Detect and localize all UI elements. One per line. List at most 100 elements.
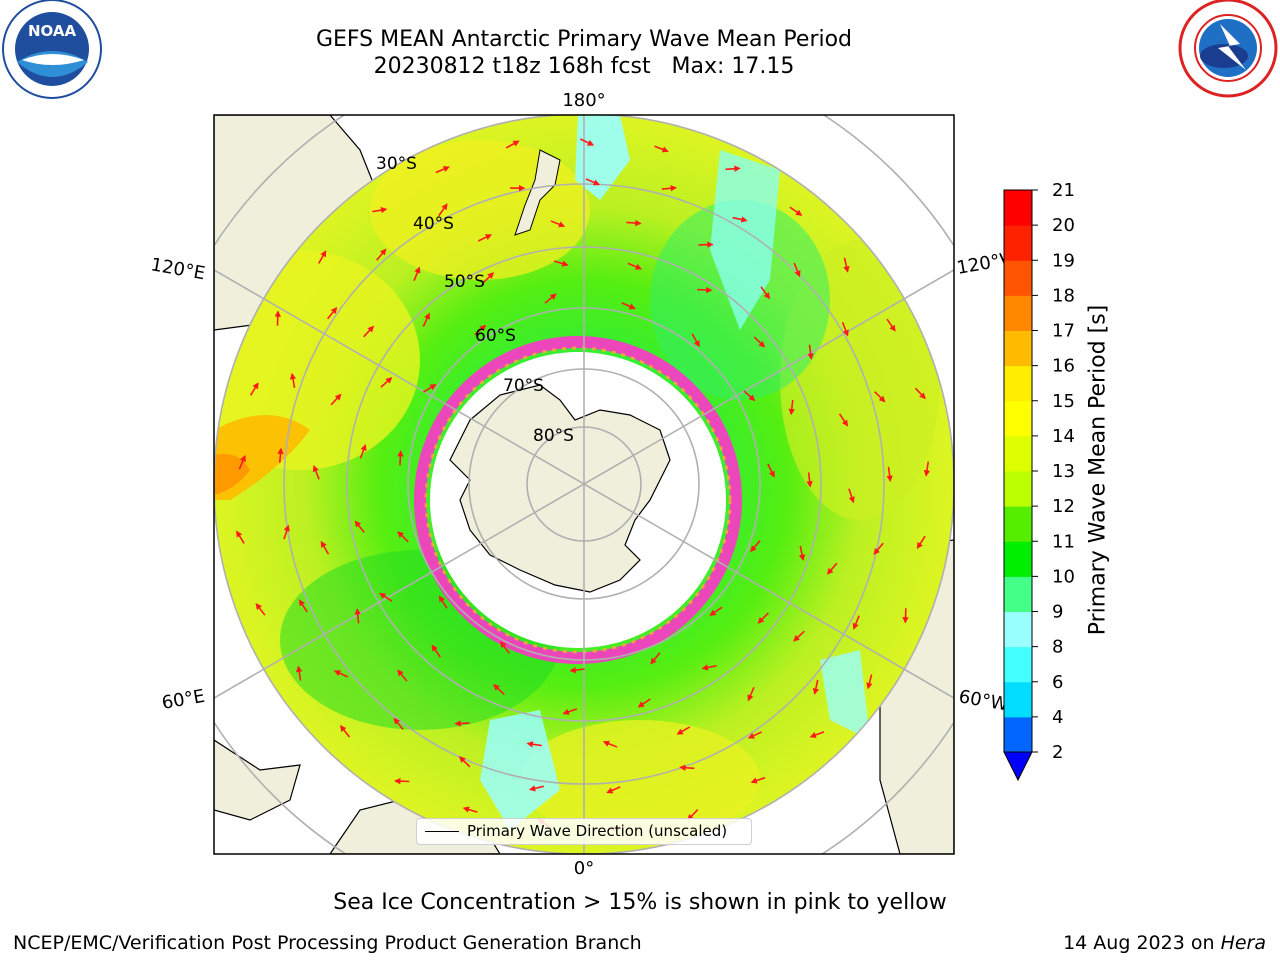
wave-arrow: [843, 257, 850, 273]
wave-arrow: [923, 461, 931, 477]
lon-label-0: 0°: [574, 858, 594, 879]
lon-label-120e: 120°E: [149, 254, 207, 284]
wave-arrow: [701, 664, 717, 671]
wave-arrow: [606, 786, 621, 794]
wave-arrow: [438, 595, 448, 609]
colorbar-segment: [1004, 295, 1032, 331]
wave-arrow: [354, 520, 365, 533]
wave-arrow: [422, 312, 430, 327]
wave-arrow: [626, 219, 642, 227]
lat-label-70s: 70°S: [503, 376, 544, 396]
wave-arrow: [379, 592, 393, 602]
wave-arrow: [431, 644, 441, 658]
wave-arrow: [249, 382, 259, 396]
wave-arrow: [732, 216, 748, 223]
wave-arrow: [691, 333, 700, 348]
colorbar-tick-label: 8: [1052, 637, 1063, 658]
wave-arrow: [363, 325, 375, 338]
colorbar-tick-label: 14: [1052, 426, 1075, 447]
wave-arrow: [654, 145, 669, 153]
wave-arrow: [423, 384, 437, 393]
colorbar-segment: [1004, 190, 1032, 226]
wave-arrow: [438, 203, 448, 217]
wave-arrow: [650, 652, 661, 665]
wave-arrow: [750, 540, 761, 553]
wave-arrow: [812, 679, 819, 695]
lat-label-80s: 80°S: [533, 426, 574, 446]
wave-arrow: [806, 472, 813, 488]
wave-arrow: [826, 562, 838, 575]
colorbar-segment: [1004, 541, 1032, 577]
wave-arrow: [725, 165, 741, 172]
wave-arrow: [637, 698, 651, 708]
chart-title: GEFS MEAN Antarctic Primary Wave Mean Pe…: [315, 27, 853, 52]
wave-arrow: [544, 293, 557, 304]
wave-arrow: [852, 615, 860, 630]
wave-arrow: [848, 488, 855, 504]
colorbar-tick-label: 15: [1052, 391, 1075, 412]
lon-label-60e: 60°E: [160, 686, 206, 714]
wave-arrow: [277, 447, 284, 463]
colorbar-tick-label: 11: [1052, 531, 1075, 552]
colorbar-segment: [1004, 330, 1032, 367]
wave-arrow: [747, 687, 755, 702]
colorbar-tick-label: 21: [1052, 180, 1075, 201]
wave-arrow: [886, 318, 896, 332]
colorbar-tick-label: 20: [1052, 215, 1075, 236]
wave-arrow: [255, 603, 266, 616]
wave-arrow: [333, 670, 349, 678]
wave-arrow: [397, 531, 409, 543]
colorbar-segment: [1004, 435, 1032, 472]
colorbar-segment: [1004, 365, 1032, 402]
wave-arrow: [841, 321, 849, 337]
wave-arrow: [886, 466, 893, 483]
map-border: [213, 114, 955, 855]
wave-arrow: [757, 612, 769, 624]
wave-arrow: [372, 206, 388, 214]
wave-arrow: [238, 455, 246, 470]
lat-label-60s: 60°S: [475, 326, 516, 346]
wave-arrow: [380, 377, 393, 388]
legend-label: Primary Wave Direction (unscaled): [467, 822, 728, 840]
wave-arrow: [709, 606, 723, 616]
wave-arrow: [526, 741, 542, 748]
wave-arrow: [676, 726, 691, 735]
wave-arrow: [793, 630, 805, 642]
colorbar-tick-label: 4: [1052, 707, 1063, 728]
wave-arrow: [873, 542, 884, 555]
wave-arrow: [477, 234, 492, 242]
wave-arrow: [569, 666, 585, 674]
wave-arrow: [528, 785, 544, 792]
colorbar-segment: [1004, 576, 1032, 612]
colorbar-tick-label: 17: [1052, 321, 1075, 342]
colorbar-extend-triangle: [1003, 751, 1033, 782]
wave-arrow: [500, 641, 510, 654]
wave-arrow: [621, 302, 636, 310]
sea-ice-note: Sea Ice Concentration > 15% is shown in …: [333, 890, 947, 915]
footer-date-text: 14 Aug 2023 on: [1063, 932, 1221, 954]
wave-arrow: [320, 540, 330, 555]
wave-arrow: [914, 387, 926, 400]
wave-arrow: [550, 220, 566, 228]
wave-arrow: [874, 391, 886, 403]
wave-arrow: [317, 250, 327, 264]
colorbar-segment: [1004, 400, 1032, 437]
wave-arrow: [789, 206, 803, 216]
wave-arrow: [743, 390, 756, 402]
legend-line-swatch: [425, 831, 459, 832]
colorbar-segment: [1004, 716, 1032, 753]
colorbar-segment: [1004, 471, 1032, 507]
colorbar-segment: [1004, 225, 1032, 261]
wave-arrow: [679, 764, 695, 771]
lon-label-180: 180°: [562, 90, 605, 111]
wave-arrow: [312, 465, 320, 480]
colorbar-segment: [1004, 506, 1032, 542]
footer-machine: Hera: [1220, 932, 1266, 954]
wave-arrow: [866, 674, 873, 690]
wave-arrow: [661, 185, 678, 192]
colorbar-tick-label: 10: [1052, 566, 1075, 587]
colorbar-segment: [1004, 260, 1032, 296]
wave-arrow: [454, 720, 470, 727]
wave-arrow: [326, 307, 338, 320]
lon-label-60w: 60°W: [957, 686, 1010, 715]
